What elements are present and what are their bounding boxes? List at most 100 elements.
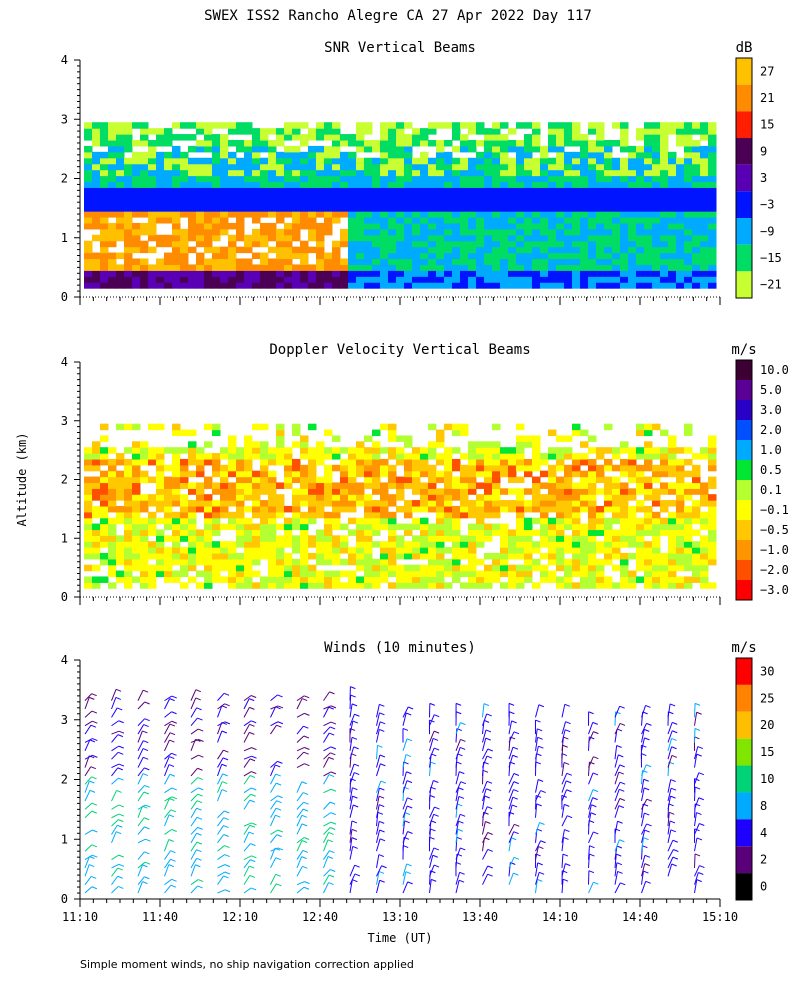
wind-barb-flag — [380, 721, 386, 725]
velocity-cell — [548, 547, 557, 554]
snr-cell — [692, 193, 701, 200]
velocity-cell — [364, 570, 373, 578]
velocity-cell — [172, 488, 181, 495]
wind-barb — [561, 815, 568, 827]
wind-barb — [84, 886, 93, 894]
velocity-cell — [452, 523, 461, 531]
wind-barb — [190, 754, 199, 760]
velocity-cell — [484, 476, 493, 484]
velocity-cell — [308, 458, 317, 466]
wind-barb — [243, 695, 252, 702]
velocity-cell — [388, 476, 397, 484]
velocity-cell — [620, 488, 629, 495]
velocity-cell — [540, 535, 549, 542]
snr-cell — [604, 181, 613, 188]
snr-cell — [468, 234, 477, 242]
snr-cell — [164, 211, 173, 218]
velocity-cell — [420, 482, 429, 489]
wind-barb — [455, 821, 459, 835]
velocity-cell — [148, 447, 157, 454]
snr-cell — [564, 270, 573, 277]
velocity-cell — [164, 447, 173, 454]
velocity-cell — [164, 464, 173, 472]
velocity-cell — [612, 552, 621, 560]
snr-cell — [564, 234, 573, 242]
velocity-cell — [396, 494, 405, 501]
wind-barb-flag — [694, 736, 700, 740]
wind-barb — [561, 729, 566, 743]
snr-cell — [428, 122, 437, 129]
velocity-cell — [180, 547, 189, 554]
wind-barb-flag — [618, 754, 624, 758]
velocity-cell — [452, 494, 461, 501]
wind-barb-flag — [644, 863, 650, 867]
snr-cell — [372, 246, 381, 254]
velocity-cell — [340, 458, 349, 466]
velocity-cell — [92, 453, 101, 460]
snr-cell — [468, 175, 477, 183]
snr-cell — [404, 187, 413, 194]
velocity-cell — [484, 482, 493, 489]
velocity-cell — [516, 529, 525, 536]
snr-cell — [452, 222, 461, 230]
snr-cell — [484, 264, 493, 271]
snr-cell — [436, 181, 445, 188]
wind-barb-flag — [351, 837, 358, 841]
snr-cell — [236, 217, 245, 224]
velocity-cell — [236, 535, 245, 542]
velocity-cell — [156, 535, 165, 542]
snr-cell — [332, 122, 341, 129]
velocity-cell — [188, 441, 197, 448]
snr-cell — [332, 157, 341, 165]
snr-cell — [548, 282, 557, 289]
snr-cell — [324, 163, 333, 171]
snr-cell — [444, 240, 453, 248]
velocity-cell — [484, 488, 493, 495]
velocity-cell — [124, 547, 133, 554]
velocity-cell — [428, 482, 437, 489]
snr-cell — [524, 157, 533, 165]
snr-cell — [292, 181, 301, 188]
velocity-cell — [116, 511, 125, 519]
wind-barb-flag — [144, 851, 150, 855]
velocity-cell — [244, 447, 253, 454]
snr-cell — [340, 205, 349, 212]
velocity-cell — [660, 505, 669, 513]
velocity-cell — [444, 564, 453, 572]
snr-cell — [276, 264, 285, 271]
wind-barb — [296, 735, 305, 743]
velocity-cell — [532, 547, 541, 554]
snr-cell — [548, 234, 557, 242]
snr-cell — [92, 175, 101, 183]
velocity-cell — [252, 570, 261, 578]
velocity-cell — [620, 523, 629, 531]
velocity-cell — [132, 576, 141, 583]
snr-cell — [244, 240, 253, 248]
velocity-cell — [188, 523, 197, 531]
wind-barb — [190, 841, 198, 852]
velocity-cell — [180, 505, 189, 513]
wind-barb-flag — [539, 822, 545, 825]
wind-barb — [243, 698, 250, 710]
snr-cell — [404, 151, 413, 159]
snr-cell — [620, 246, 629, 254]
snr-cell — [580, 145, 589, 153]
snr-cell — [636, 205, 645, 212]
wind-barb — [137, 740, 144, 752]
snr-cell — [244, 169, 253, 177]
wind-barb — [614, 821, 619, 835]
velocity-cell — [500, 453, 509, 460]
velocity-cell — [228, 570, 237, 578]
velocity-cell — [476, 535, 485, 542]
snr-cell — [548, 205, 557, 212]
velocity-cell — [660, 464, 669, 472]
snr-cell — [380, 282, 389, 289]
velocity-cell — [660, 558, 669, 566]
velocity-cell — [188, 470, 197, 478]
wind-barb-flag — [354, 864, 360, 868]
wind-barb-flag — [92, 754, 98, 758]
snr-cell — [316, 181, 325, 188]
wind-barb-flag — [352, 795, 358, 799]
velocity-cell — [148, 511, 157, 519]
snr-cell — [700, 211, 709, 218]
